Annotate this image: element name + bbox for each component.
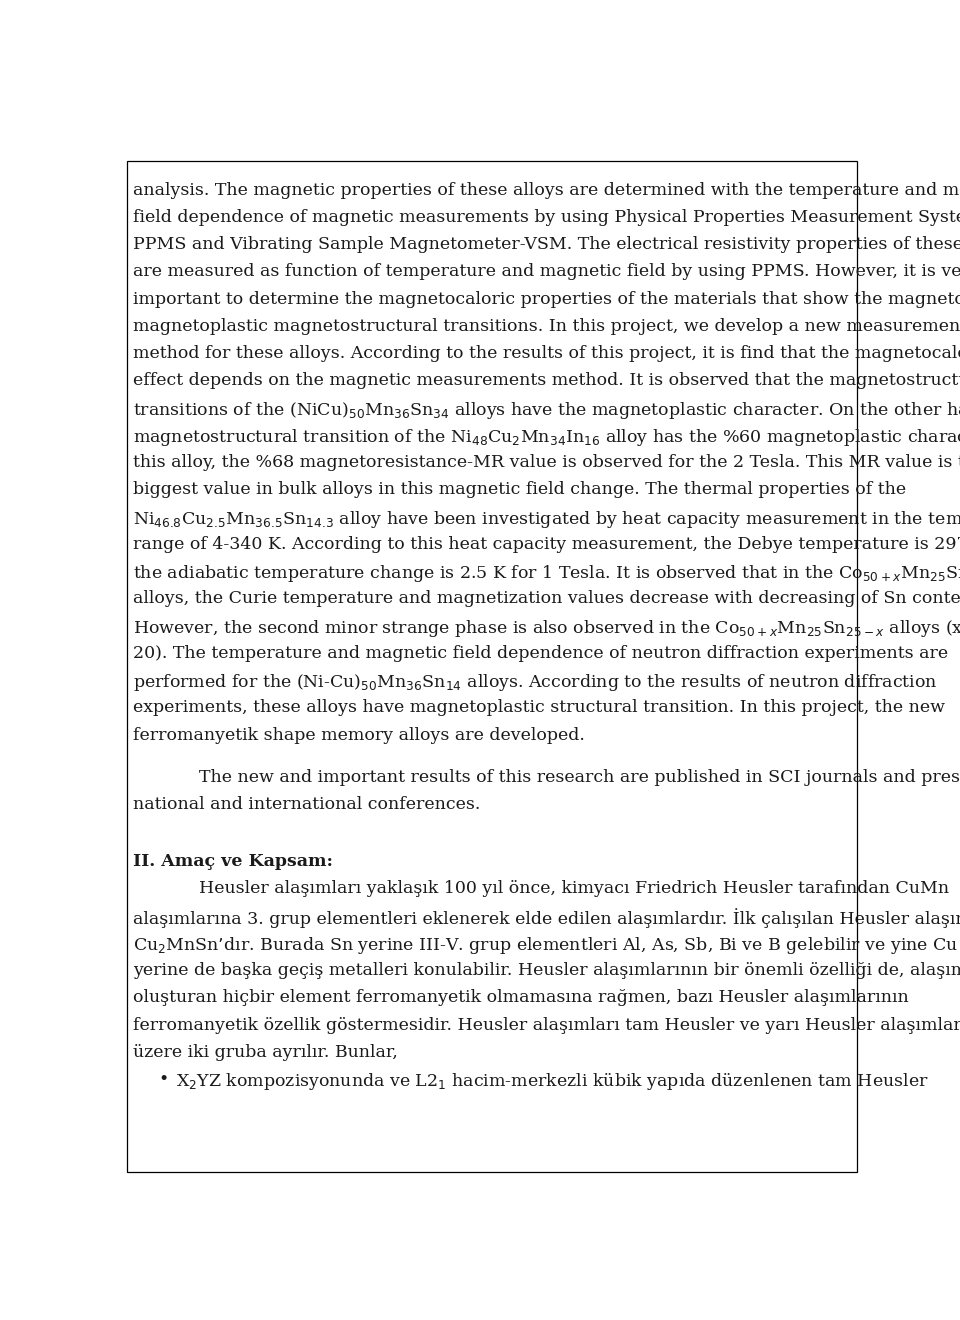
Text: biggest value in bulk alloys in this magnetic field change. The thermal properti: biggest value in bulk alloys in this mag… bbox=[133, 482, 906, 499]
Text: important to determine the magnetocaloric properties of the materials that show : important to determine the magnetocalori… bbox=[133, 290, 960, 308]
Text: field dependence of magnetic measurements by using Physical Properties Measureme: field dependence of magnetic measurement… bbox=[133, 209, 960, 226]
Text: method for these alloys. According to the results of this project, it is find th: method for these alloys. According to th… bbox=[133, 346, 960, 362]
Text: üzere iki gruba ayrılır. Bunlar,: üzere iki gruba ayrılır. Bunlar, bbox=[133, 1044, 398, 1061]
Text: Heusler alaşımları yaklaşık 100 yıl önce, kimyacı Friedrich Heusler tarafından C: Heusler alaşımları yaklaşık 100 yıl önce… bbox=[133, 880, 949, 898]
Text: However, the second minor strange phase is also observed in the Co$_{50+x}$Mn$_{: However, the second minor strange phase … bbox=[133, 618, 960, 639]
Text: X$_2$YZ kompozisyonunda ve L2$_1$ hacim-merkezli kübik yapıda düzenlenen tam Heu: X$_2$YZ kompozisyonunda ve L2$_1$ hacim-… bbox=[176, 1071, 928, 1092]
Text: are measured as function of temperature and magnetic field by using PPMS. Howeve: are measured as function of temperature … bbox=[133, 264, 960, 280]
Text: alaşımlarına 3. grup elementleri eklenerek elde edilen alaşımlardır. İlk çalışıl: alaşımlarına 3. grup elementleri eklener… bbox=[133, 908, 960, 928]
Text: Cu$_2$MnSn’dır. Burada Sn yerine III-V. grup elementleri Al, As, Sb, Bi ve B gel: Cu$_2$MnSn’dır. Burada Sn yerine III-V. … bbox=[133, 935, 959, 956]
Text: effect depends on the magnetic measurements method. It is observed that the magn: effect depends on the magnetic measureme… bbox=[133, 372, 960, 389]
Text: performed for the (Ni-Cu)$_{50}$Mn$_{36}$Sn$_{14}$ alloys. According to the resu: performed for the (Ni-Cu)$_{50}$Mn$_{36}… bbox=[133, 672, 938, 693]
Text: II. Amaç ve Kapsam:: II. Amaç ve Kapsam: bbox=[133, 853, 333, 870]
Text: the adiabatic temperature change is 2.5 K for 1 Tesla. It is observed that in th: the adiabatic temperature change is 2.5 … bbox=[133, 564, 960, 585]
Text: •: • bbox=[158, 1071, 169, 1088]
Text: national and international conferences.: national and international conferences. bbox=[133, 796, 481, 813]
Text: yerine de başka geçiş metalleri konulabilir. Heusler alaşımlarının bir önemli öz: yerine de başka geçiş metalleri konulabi… bbox=[133, 962, 960, 979]
Text: magnetoplastic magnetostructural transitions. In this project, we develop a new : magnetoplastic magnetostructural transit… bbox=[133, 318, 960, 335]
Text: The new and important results of this research are published in SCI journals and: The new and important results of this re… bbox=[133, 768, 960, 785]
Text: oluşturan hiçbir element ferromanyetik olmamasına rağmen, bazı Heusler alaşımlar: oluşturan hiçbir element ferromanyetik o… bbox=[133, 990, 909, 1006]
Text: 20). The temperature and magnetic field dependence of neutron diffraction experi: 20). The temperature and magnetic field … bbox=[133, 645, 948, 661]
Text: magnetostructural transition of the Ni$_{48}$Cu$_2$Mn$_{34}$In$_{16}$ alloy has : magnetostructural transition of the Ni$_… bbox=[133, 426, 960, 447]
Text: this alloy, the %68 magnetoresistance-MR value is observed for the 2 Tesla. This: this alloy, the %68 magnetoresistance-MR… bbox=[133, 454, 960, 471]
Text: range of 4-340 K. According to this heat capacity measurement, the Debye tempera: range of 4-340 K. According to this heat… bbox=[133, 536, 960, 553]
Text: analysis. The magnetic properties of these alloys are determined with the temper: analysis. The magnetic properties of the… bbox=[133, 182, 960, 199]
Text: experiments, these alloys have magnetoplastic structural transition. In this pro: experiments, these alloys have magnetopl… bbox=[133, 700, 946, 717]
Text: PPMS and Vibrating Sample Magnetometer-VSM. The electrical resistivity propertie: PPMS and Vibrating Sample Magnetometer-V… bbox=[133, 236, 960, 253]
Text: ferromanyetik özellik göstermesidir. Heusler alaşımları tam Heusler ve yarı Heus: ferromanyetik özellik göstermesidir. Heu… bbox=[133, 1016, 960, 1034]
Text: ferromanyetik shape memory alloys are developed.: ferromanyetik shape memory alloys are de… bbox=[133, 726, 586, 743]
Text: transitions of the (NiCu)$_{50}$Mn$_{36}$Sn$_{34}$ alloys have the magnetoplasti: transitions of the (NiCu)$_{50}$Mn$_{36}… bbox=[133, 400, 960, 421]
Text: alloys, the Curie temperature and magnetization values decrease with decreasing : alloys, the Curie temperature and magnet… bbox=[133, 590, 960, 607]
Text: Ni$_{46.8}$Cu$_{2.5}$Mn$_{36.5}$Sn$_{14.3}$ alloy have been investigated by heat: Ni$_{46.8}$Cu$_{2.5}$Mn$_{36.5}$Sn$_{14.… bbox=[133, 508, 960, 529]
